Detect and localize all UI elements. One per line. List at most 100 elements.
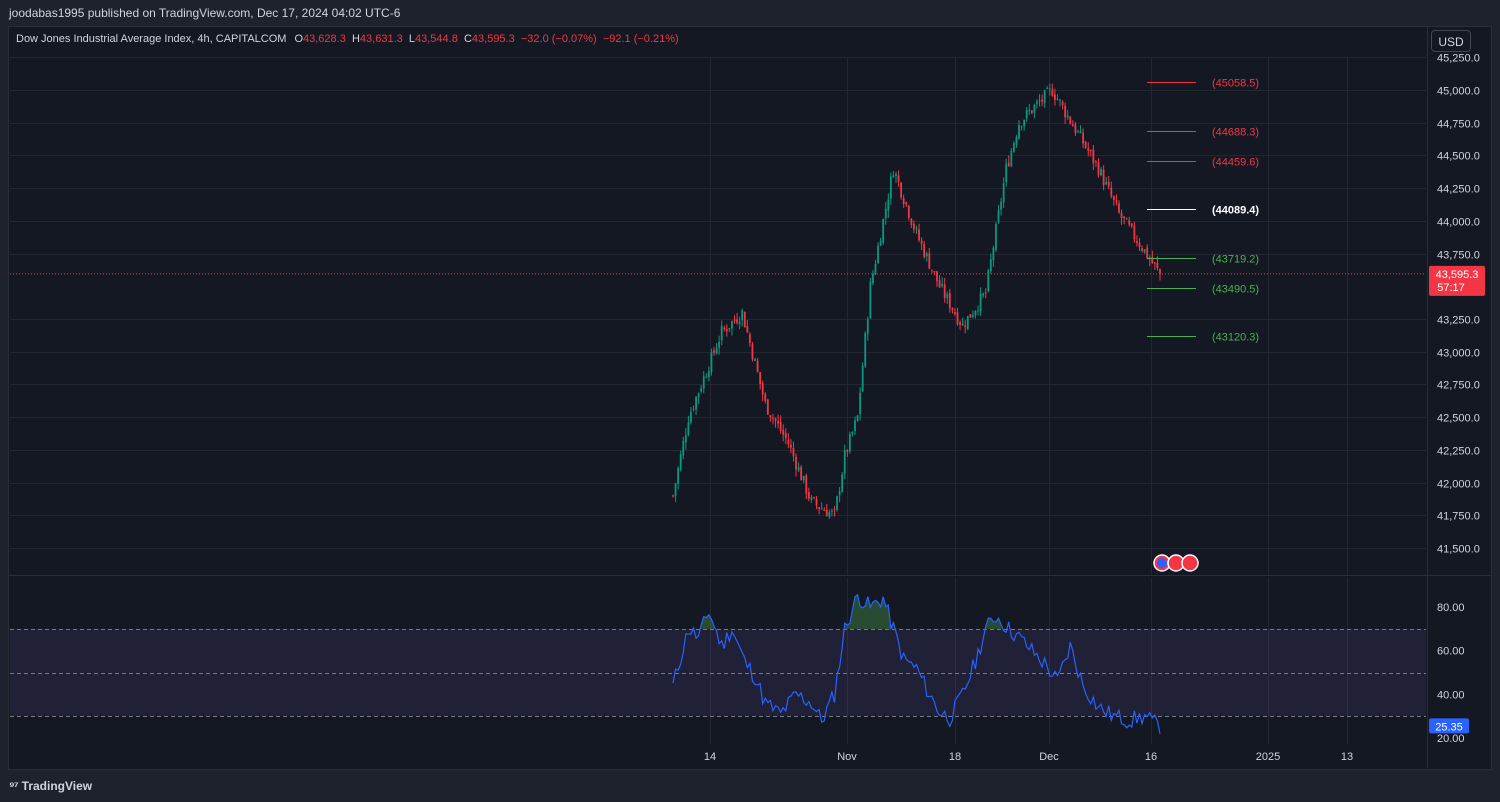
candle-body bbox=[725, 329, 728, 332]
time-axis-label: 14 bbox=[704, 751, 716, 763]
candle-body bbox=[900, 182, 903, 198]
time-axis-label: Dec bbox=[1039, 751, 1059, 763]
open-value: 43,628.3 bbox=[303, 33, 346, 45]
candle-body bbox=[1066, 115, 1069, 118]
symbol-legend: Dow Jones Industrial Average Index, 4h, … bbox=[16, 33, 679, 45]
candle-body bbox=[705, 376, 708, 378]
candle-body bbox=[1118, 203, 1120, 213]
candle-body bbox=[982, 293, 985, 296]
price-axis-label: 42,000.0 bbox=[1437, 479, 1480, 491]
candle-body bbox=[1089, 150, 1092, 152]
price-axis-label: 42,750.0 bbox=[1437, 380, 1480, 392]
candle-body bbox=[838, 491, 841, 496]
candle-body bbox=[897, 175, 900, 182]
candle-body bbox=[1146, 247, 1149, 259]
candles-group bbox=[672, 83, 1161, 519]
candle-body bbox=[846, 450, 849, 452]
candle-body bbox=[702, 376, 705, 389]
candle-body bbox=[877, 245, 879, 264]
candle-body bbox=[1051, 89, 1054, 96]
candle-body bbox=[1123, 216, 1126, 219]
candle-body bbox=[902, 198, 905, 204]
publish-bar: joodabas1995 published on TradingView.co… bbox=[0, 0, 1500, 26]
candle-body bbox=[859, 392, 862, 414]
candle-body bbox=[687, 422, 690, 436]
candle-body bbox=[710, 351, 713, 372]
candle-body bbox=[884, 208, 887, 219]
close-value: 43,595.3 bbox=[471, 33, 515, 45]
currency-button[interactable]: USD bbox=[1431, 30, 1471, 52]
rsi-axis-label: 60.00 bbox=[1437, 646, 1465, 658]
price-axis-label: 42,500.0 bbox=[1437, 413, 1480, 425]
candle-body bbox=[864, 333, 867, 367]
candle-body bbox=[672, 495, 674, 497]
candle-body bbox=[1033, 105, 1036, 113]
candle-body bbox=[943, 284, 946, 298]
candle-body bbox=[1010, 150, 1013, 167]
candle-body bbox=[754, 359, 756, 361]
candle-body bbox=[684, 434, 687, 443]
level-label: (43120.3) bbox=[1212, 332, 1259, 344]
candle-body bbox=[964, 325, 967, 328]
candle-body bbox=[1064, 105, 1067, 118]
candle-body bbox=[720, 325, 723, 341]
candle-body bbox=[1151, 257, 1154, 264]
candle-body bbox=[971, 314, 974, 318]
candle-body bbox=[923, 243, 926, 258]
candle-body bbox=[951, 307, 954, 311]
candle-body bbox=[807, 492, 810, 499]
candle-body bbox=[1015, 136, 1018, 145]
candle-body bbox=[718, 341, 721, 348]
candle-body bbox=[961, 323, 964, 326]
symbol-name: Dow Jones Industrial Average Index, 4h, … bbox=[16, 33, 287, 45]
candle-body bbox=[1000, 201, 1002, 210]
candle-body bbox=[1013, 143, 1015, 152]
candle-body bbox=[825, 509, 828, 517]
candle-body bbox=[1007, 162, 1010, 166]
candle-body bbox=[759, 372, 762, 385]
us-flag-icon bbox=[1157, 558, 1167, 568]
candle-body bbox=[707, 371, 710, 377]
candle-body bbox=[1159, 269, 1161, 275]
candle-body bbox=[895, 173, 897, 176]
candle-body bbox=[723, 327, 726, 329]
rsi-overbought-fill bbox=[844, 594, 894, 629]
candle-body bbox=[1120, 212, 1123, 219]
candle-body bbox=[851, 432, 854, 434]
publisher-text: joodabas1995 published on TradingView.co… bbox=[9, 6, 401, 20]
candle-body bbox=[782, 430, 785, 435]
main-pane bbox=[9, 56, 1427, 574]
candle-body bbox=[977, 310, 979, 312]
rsi-axis-label: 20.00 bbox=[1437, 733, 1465, 745]
candle-body bbox=[1036, 101, 1038, 104]
candle-body bbox=[995, 224, 997, 250]
time-axis-label: Nov bbox=[837, 751, 857, 763]
candle-body bbox=[800, 467, 803, 481]
candle-body bbox=[1102, 169, 1105, 186]
candle-body bbox=[792, 447, 795, 457]
price-axis-label: 42,250.0 bbox=[1437, 446, 1480, 458]
candle-body bbox=[700, 388, 703, 392]
candle-body bbox=[1056, 99, 1059, 101]
price-axis-label: 44,750.0 bbox=[1437, 119, 1480, 131]
candle-body bbox=[933, 271, 936, 273]
tradingview-logo[interactable]: ⁹⁷ TradingView bbox=[9, 779, 92, 793]
candle-body bbox=[1110, 187, 1113, 197]
candle-body bbox=[679, 454, 682, 470]
level-label: (44459.6) bbox=[1212, 157, 1259, 169]
price-axis-label: 44,500.0 bbox=[1437, 151, 1480, 163]
candle-body bbox=[1002, 183, 1005, 203]
candle-body bbox=[907, 205, 910, 219]
candle-body bbox=[682, 440, 685, 456]
candle-body bbox=[892, 175, 895, 178]
candle-body bbox=[987, 270, 990, 292]
candle-body bbox=[1125, 218, 1128, 220]
candle-body bbox=[797, 467, 800, 471]
rsi-axis-label: 40.00 bbox=[1437, 689, 1465, 701]
candle-body bbox=[772, 417, 774, 419]
candle-body bbox=[692, 408, 695, 410]
candle-body bbox=[731, 321, 733, 329]
candle-body bbox=[690, 411, 692, 423]
candle-body bbox=[872, 273, 874, 284]
